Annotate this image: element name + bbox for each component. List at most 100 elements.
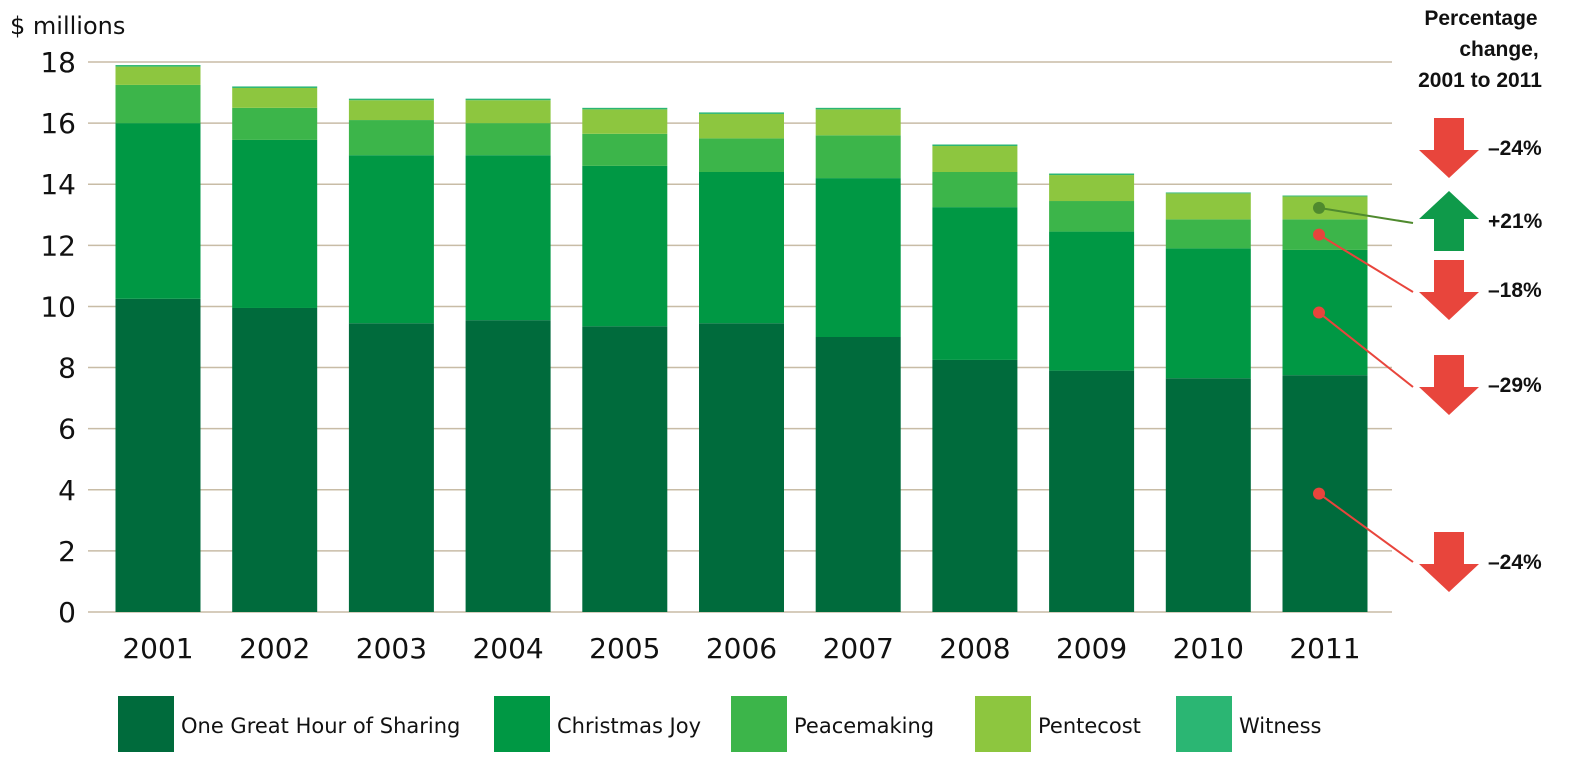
bar-segment xyxy=(1049,175,1135,202)
bar-segment xyxy=(932,144,1018,147)
y-tick-label: 18 xyxy=(40,46,76,79)
x-tick-label: 2010 xyxy=(1173,632,1244,665)
bar-segment xyxy=(465,155,551,321)
series-marker xyxy=(1313,228,1325,241)
x-tick-labels: 2001 2002 2003 2004 2005 2006 2007 2008 2009 2010… xyxy=(122,632,1360,665)
legend-swatch xyxy=(975,696,1031,752)
pct-title-line-3: 2001 to 2011 xyxy=(1418,69,1542,92)
bar-segment xyxy=(815,337,901,612)
up-arrow-icon xyxy=(1419,191,1479,251)
bar-segment xyxy=(699,172,784,324)
bar-segment xyxy=(348,323,434,612)
y-tick-label: 8 xyxy=(58,352,76,385)
bar-segment xyxy=(348,100,434,121)
bar-segment xyxy=(932,359,1018,612)
bar-segment xyxy=(815,178,901,337)
bar-segment xyxy=(1165,378,1251,612)
down-arrow-icon xyxy=(1419,355,1479,415)
bar-segment xyxy=(815,109,901,136)
x-tick-label: 2004 xyxy=(472,632,543,665)
x-tick-label: 2006 xyxy=(706,632,777,665)
y-tick-label: 14 xyxy=(40,168,76,201)
y-tick-label: 16 xyxy=(40,107,76,140)
bar-segment xyxy=(1049,231,1135,371)
bar-segment xyxy=(815,135,901,179)
y-axis-label: $ millions xyxy=(10,12,125,40)
y-tick-label: 10 xyxy=(40,290,76,323)
bar-segment xyxy=(815,107,901,110)
bar-segment xyxy=(115,65,201,67)
pct-title-line-1: Percentage xyxy=(1424,7,1537,30)
bar-segment xyxy=(115,66,201,85)
legend-swatch xyxy=(118,696,174,752)
bar-segment xyxy=(932,207,1018,360)
x-tick-label: 2003 xyxy=(356,632,427,665)
bar-segment xyxy=(465,123,551,156)
connector-line xyxy=(1318,233,1414,293)
bar-segment xyxy=(1049,370,1135,612)
x-tick-label: 2002 xyxy=(239,632,310,665)
legend-label: One Great Hour of Sharing xyxy=(181,714,460,738)
bar-segment xyxy=(582,107,668,110)
bar-segment xyxy=(465,98,551,101)
x-tick-label: 2011 xyxy=(1289,632,1360,665)
pct-change-label: –24% xyxy=(1488,137,1542,160)
bar-segment xyxy=(232,139,318,308)
legend-swatch xyxy=(494,696,550,752)
bar-segment xyxy=(115,123,201,299)
bar-segment xyxy=(699,112,784,114)
legend-swatch xyxy=(1176,696,1232,752)
pct-change-label: –24% xyxy=(1488,551,1542,574)
legend-swatch xyxy=(731,696,787,752)
bar-segment xyxy=(232,86,318,88)
bar-segment xyxy=(699,113,784,139)
y-tick-label: 2 xyxy=(58,535,76,568)
bar-segment xyxy=(582,165,668,327)
pct-title-line-2: change, xyxy=(1459,38,1538,61)
bar-segment xyxy=(348,155,434,324)
bar-segment xyxy=(1282,195,1368,197)
bar-segment xyxy=(1165,192,1251,194)
down-arrow-icon xyxy=(1419,532,1479,592)
connector-line xyxy=(1318,311,1414,388)
bar-segment xyxy=(699,323,784,612)
x-tick-label: 2001 xyxy=(122,632,193,665)
bar-segment xyxy=(1165,219,1251,249)
bar-segment xyxy=(1049,173,1135,176)
bar-segment xyxy=(232,87,318,108)
connector-line xyxy=(1318,206,1414,224)
legend-label: Pentecost xyxy=(1038,714,1141,738)
bar-segment xyxy=(582,326,668,612)
y-tick-label: 12 xyxy=(40,229,76,262)
x-tick-label: 2009 xyxy=(1056,632,1127,665)
y-tick-label: 4 xyxy=(58,474,76,507)
pct-change-label: +21% xyxy=(1488,210,1543,233)
x-tick-label: 2005 xyxy=(589,632,660,665)
bar-segment xyxy=(932,146,1018,172)
bars xyxy=(115,65,1368,612)
legend-label: Christmas Joy xyxy=(557,714,701,738)
y-tick-labels: 0 2 4 6 8 10 12 14 16 18 xyxy=(40,46,76,629)
bar-segment xyxy=(1165,193,1251,220)
bar-segment xyxy=(582,109,668,134)
bar-segment xyxy=(115,298,201,612)
bar-segment xyxy=(465,320,551,612)
y-tick-label: 0 xyxy=(58,596,76,629)
x-tick-label: 2007 xyxy=(823,632,894,665)
series-marker xyxy=(1313,201,1325,214)
pct-change-label: –29% xyxy=(1488,374,1542,397)
bar-segment xyxy=(932,172,1018,208)
legend-label: Peacemaking xyxy=(794,714,934,738)
legend-label: Witness xyxy=(1239,714,1321,738)
pct-change-label: –18% xyxy=(1488,279,1542,302)
bar-segment xyxy=(1049,201,1135,232)
bar-segment xyxy=(465,100,551,124)
series-marker xyxy=(1313,306,1325,319)
y-tick-label: 6 xyxy=(58,413,76,446)
percentage-change-panel: Percentage change, 2001 to 2011 –24% +21%… xyxy=(1313,7,1543,592)
x-tick-label: 2008 xyxy=(939,632,1010,665)
bar-segment xyxy=(348,120,434,156)
bar-segment xyxy=(115,84,201,124)
bar-segment xyxy=(232,107,318,140)
